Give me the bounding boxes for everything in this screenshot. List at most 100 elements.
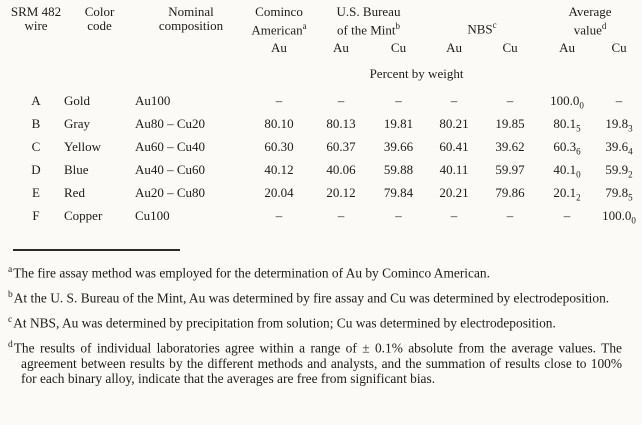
avg-value: 60.3 (553, 138, 577, 154)
cell-composition: Cu100 (135, 207, 170, 223)
cell-wire: D (31, 161, 41, 177)
avg-uncertain-digit: 0 (579, 100, 584, 111)
footnote-marker: c (8, 315, 13, 326)
avg-uncertain-digit: 2 (628, 169, 633, 180)
cell-color-code: Yellow (64, 138, 101, 154)
table-row-e: E Red Au20 – Cu80 20.04 20.12 79.84 20.2… (8, 181, 642, 204)
cell-avg-cu: – (596, 89, 642, 112)
cell-nbs-cu: 39.62 (495, 138, 525, 154)
avg-value: – (615, 92, 623, 108)
avg-value: 100.0 (602, 207, 632, 223)
cell-mint-au: 60.37 (326, 138, 356, 154)
table-row-b: B Gray Au80 – Cu20 80.10 80.13 19.81 80.… (8, 112, 642, 135)
avg-value: 79.8 (605, 184, 629, 200)
cell-wire: C (31, 138, 41, 154)
cell-composition: Au60 – Cu40 (135, 138, 206, 154)
col-header-text: of the Mint (337, 22, 396, 38)
subheader-cominco-au: Au (271, 40, 287, 56)
col-header-cominco-american: Cominco Americana (247, 3, 311, 37)
col-header-color-code: Color code (64, 3, 135, 58)
footnote-marker: a (8, 265, 13, 276)
col-header-line: Americana (247, 19, 311, 37)
footnotes-section: aThe fire assay method was employed for … (8, 263, 622, 386)
col-header-line: composition (158, 18, 224, 33)
footnote-ref-b: b (395, 21, 401, 31)
footnote-b: bAt the U. S. Bureau of the Mint, Au was… (8, 288, 622, 306)
caption-spacer (8, 58, 247, 89)
footnote-ref-d: d (601, 21, 607, 31)
cell-avg-au: 60.36 (538, 135, 596, 158)
cell-mint-au: – (337, 92, 345, 108)
subheader-nbs-au: Au (446, 40, 462, 56)
cell-nbs-au: 80.21 (439, 115, 469, 131)
cell-composition: Au40 – Cu60 (135, 161, 206, 177)
cell-avg-cu: 100.00 (596, 204, 642, 227)
avg-value: 20.1 (553, 184, 577, 200)
cell-mint-cu: 19.81 (383, 115, 414, 131)
cell-mint-cu: 59.88 (383, 161, 414, 177)
footnote-text: The fire assay method was employed for t… (13, 265, 490, 281)
cell-mint-cu: 79.84 (383, 184, 414, 200)
col-header-line: NBSc (426, 18, 538, 36)
cell-mint-au: 40.06 (326, 161, 356, 177)
cell-mint-cu: – (395, 207, 402, 223)
cell-color-code: Gold (64, 92, 90, 108)
footnote-marker: b (8, 290, 13, 301)
subheader-avg-cu: Cu (611, 40, 627, 56)
col-header-us-bureau-mint: U.S. Bureau of the Mintb (311, 3, 426, 37)
avg-uncertain-digit: 3 (628, 123, 633, 134)
col-header-nbs: NBSc (426, 3, 538, 37)
col-header-nominal-composition: Nominal composition (135, 3, 247, 58)
avg-value: 19.8 (605, 115, 629, 131)
col-header-line: wire (24, 18, 48, 33)
footnote-text: At the U. S. Bureau of the Mint, Au was … (13, 290, 610, 306)
cell-cominco-au: 60.30 (264, 138, 294, 154)
footnote-separator-rule (13, 249, 180, 252)
avg-uncertain-digit: 6 (576, 146, 581, 157)
col-header-text: American (251, 22, 303, 38)
col-header-line: U.S. Bureau (336, 4, 401, 19)
avg-uncertain-digit: 4 (628, 146, 633, 157)
units-caption-row: Percent by weight (8, 58, 642, 89)
footnote-text: At NBS, Au was determined by precipitati… (13, 315, 556, 331)
subheader-mint-au: Au (333, 40, 349, 56)
col-header-line: Nominal (168, 4, 214, 19)
footnote-ref-a: a (302, 21, 307, 31)
cell-wire: A (31, 92, 41, 108)
cell-mint-au: – (337, 207, 345, 223)
avg-value: 59.9 (605, 161, 629, 177)
cell-color-code: Copper (64, 207, 103, 223)
cell-mint-cu: 39.66 (383, 138, 414, 154)
table-row-c: C Yellow Au60 – Cu40 60.30 60.37 39.66 6… (8, 135, 642, 158)
col-header-line: of the Mintb (311, 19, 426, 37)
srm-482-results-table: SRM 482 wire Color code Nominal composit… (8, 3, 642, 227)
cell-nbs-cu: – (506, 207, 514, 223)
cell-nbs-au: 20.21 (439, 184, 469, 200)
table-header-row-main: SRM 482 wire Color code Nominal composit… (8, 3, 642, 37)
cell-wire: B (31, 115, 41, 131)
cell-avg-cu: 19.83 (596, 112, 642, 135)
avg-value: 40.1 (553, 161, 577, 177)
avg-uncertain-digit: 5 (576, 123, 581, 134)
cell-nbs-au: – (450, 92, 458, 108)
cell-nbs-au: 60.41 (439, 138, 469, 154)
cell-cominco-au: 80.10 (264, 115, 294, 131)
col-header-line: Cominco (255, 4, 303, 19)
col-header-text: value (573, 22, 602, 38)
col-header-line: code (87, 18, 112, 33)
footnote-ref-c: c (492, 20, 497, 30)
cell-wire: F (32, 207, 40, 223)
cell-nbs-cu: 79.86 (495, 184, 525, 200)
subheader-mint-cu: Cu (390, 40, 407, 56)
col-header-line: valued (538, 19, 642, 37)
cell-avg-cu: 79.85 (596, 181, 642, 204)
cell-cominco-au: 40.12 (264, 161, 294, 177)
cell-avg-au: 100.00 (538, 89, 596, 112)
cell-avg-au: – (538, 204, 596, 227)
cell-nbs-cu: 19.85 (495, 115, 525, 131)
cell-nbs-au: 40.11 (439, 161, 469, 177)
cell-cominco-au: – (275, 207, 283, 223)
table-header-row-elements: Au Au Cu Au Cu Au Cu (8, 37, 642, 58)
cell-composition: Au20 – Cu80 (135, 184, 206, 200)
